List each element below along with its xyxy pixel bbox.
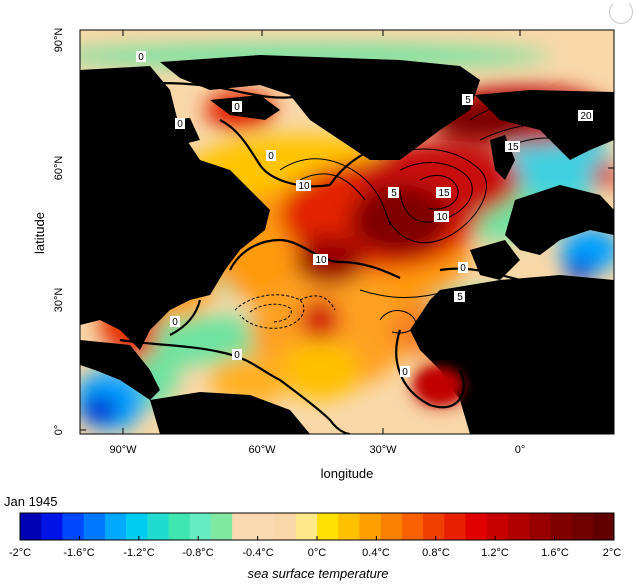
- contour-label: 10: [313, 254, 328, 266]
- svg-text:0: 0: [138, 52, 144, 63]
- svg-text:5: 5: [465, 95, 471, 106]
- contour-label: 0: [458, 262, 468, 274]
- lon-tick-label: 0°: [515, 444, 526, 456]
- lat-tick-label: 0°: [53, 425, 65, 436]
- colorbar-segment: [189, 513, 212, 540]
- lat-tick-label: 60°N: [53, 156, 65, 181]
- colorbar-segment: [465, 513, 488, 540]
- colorbar-tick-label: 0°C: [307, 547, 327, 559]
- svg-text:5: 5: [391, 188, 397, 199]
- west-africa-anomaly: [416, 367, 464, 403]
- contour-label: 10: [296, 180, 311, 192]
- lat-tick-label: 30°N: [53, 288, 65, 313]
- colorbar-segment: [168, 513, 191, 540]
- colorbar-tick-label: 0.8°C: [422, 547, 450, 559]
- colorbar-tick-label: -1.6°C: [63, 547, 95, 559]
- contour-label: 0: [266, 150, 276, 162]
- colorbar-segment: [126, 513, 148, 540]
- map-frame: [79, 29, 615, 435]
- contour-label: 20: [578, 110, 593, 122]
- colorbar-segment: [83, 513, 106, 540]
- colorbar-tick-label: 0.4°C: [362, 547, 390, 559]
- contour-labels: 0 0 0 0 5 20 15 10 5 15 10 0 10 5 0 0 0: [136, 51, 593, 378]
- contour-label: 0: [136, 51, 146, 63]
- colorbar-segment: [147, 513, 169, 540]
- contour-label: 10: [434, 211, 449, 223]
- lon-tick-label: 90°W: [109, 444, 137, 456]
- y-axis-label: latitude: [32, 212, 47, 254]
- contour-label: 0: [175, 118, 185, 130]
- svg-text:0: 0: [268, 151, 274, 162]
- land-masses: [80, 55, 614, 434]
- lon-tick-marks: [80, 30, 614, 434]
- colorbar-segment: [486, 513, 509, 540]
- contour-label: 5: [454, 291, 465, 303]
- colorbar-segment: [571, 513, 594, 540]
- contour-label: 5: [388, 187, 399, 199]
- colorbar-title: sea surface temperature: [247, 566, 389, 581]
- svg-text:0: 0: [402, 367, 408, 378]
- svg-text:15: 15: [507, 142, 519, 153]
- colorbar-segment: [232, 513, 254, 540]
- svg-text:0: 0: [177, 119, 183, 130]
- lat-tick-label: 90°N: [53, 28, 65, 53]
- colorbar-segment: [41, 513, 63, 540]
- lon-tick-label: 30°W: [369, 444, 397, 456]
- colorbar-segment: [210, 513, 233, 540]
- svg-text:15: 15: [438, 188, 450, 199]
- colorbar-segment: [338, 513, 360, 540]
- lon-tick-label: 60°W: [248, 444, 276, 456]
- contour-label: 0: [232, 349, 242, 361]
- svg-text:0: 0: [234, 102, 240, 113]
- colorbar-segment: [62, 513, 85, 540]
- colorbar-segment: [507, 513, 530, 540]
- colorbar-segment: [401, 513, 424, 540]
- colorbar-segment: [529, 513, 551, 540]
- svg-text:0: 0: [234, 350, 240, 361]
- colorbar-tick-label: -0.8°C: [182, 547, 214, 559]
- contour-label: 0: [400, 366, 410, 378]
- svg-text:0: 0: [172, 317, 178, 328]
- corner-arc-icon: [609, 0, 633, 24]
- svg-text:0: 0: [460, 263, 466, 274]
- svg-text:5: 5: [457, 292, 463, 303]
- contour-label: 5: [462, 94, 473, 106]
- colorbar-segment: [20, 513, 42, 540]
- colorbar: [19, 513, 615, 540]
- colorbar-segment: [274, 513, 297, 540]
- colorbar-tick-label: 1.6°C: [541, 547, 569, 559]
- colorbar-tick-label: -0.4°C: [242, 547, 274, 559]
- colorbar-segment: [317, 513, 339, 540]
- colorbar-tick-label: 2°C: [602, 547, 622, 559]
- colorbar-segment: [592, 513, 615, 540]
- colorbar-frame: [19, 512, 615, 541]
- colorbar-tick-label: -1.2°C: [123, 547, 155, 559]
- date-label: Jan 1945: [4, 494, 58, 509]
- contour-label: 15: [436, 187, 451, 199]
- x-axis-label: longitude: [321, 466, 374, 481]
- contour-label: 15: [505, 141, 520, 153]
- colorbar-tick-label: -2°C: [8, 547, 32, 559]
- colorbar-segment: [104, 513, 127, 540]
- colorbar-segment: [359, 513, 382, 540]
- colorbar-segment: [295, 513, 318, 540]
- contour-label: 0: [170, 316, 180, 328]
- svg-text:10: 10: [436, 212, 448, 223]
- map-plot-area: 0 0 0 0 5 20 15 10 5 15 10 0 10 5 0 0 0: [80, 30, 614, 434]
- colorbar-tick-label: 1.2°C: [481, 547, 509, 559]
- colorbar-segment: [253, 513, 276, 540]
- svg-text:20: 20: [580, 111, 592, 122]
- svg-text:10: 10: [298, 181, 310, 192]
- colorbar-segment: [550, 513, 573, 540]
- colorbar-segment: [423, 513, 445, 540]
- svg-text:10: 10: [315, 255, 327, 266]
- contour-label: 0: [232, 101, 242, 113]
- colorbar-segment: [380, 513, 403, 540]
- colorbar-segment: [444, 513, 466, 540]
